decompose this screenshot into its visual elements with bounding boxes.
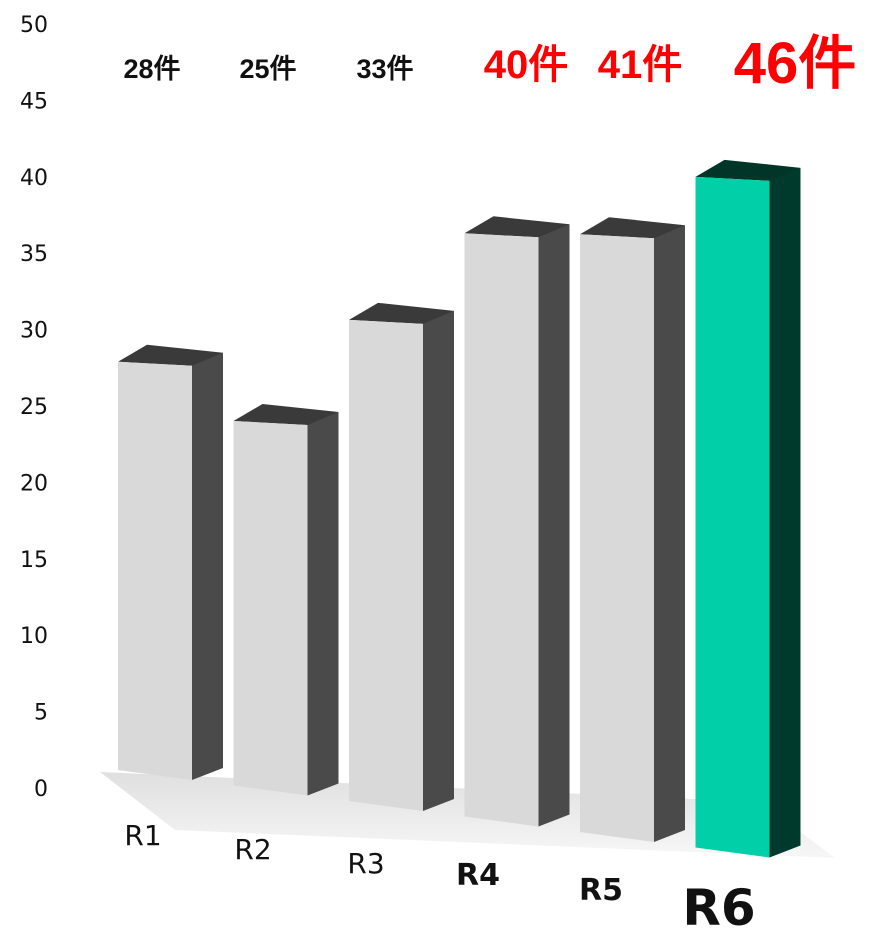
y-tick-label: 45 — [20, 89, 48, 114]
y-tick-label: 25 — [20, 395, 48, 420]
bar-top — [695, 159, 801, 181]
x-tick-label: R1 — [124, 819, 161, 852]
data-label: 41件 — [598, 43, 683, 87]
data-label: 25件 — [239, 54, 296, 84]
bar-front — [695, 176, 770, 858]
bar-front — [464, 233, 539, 827]
bar-side — [423, 310, 454, 811]
bars — [118, 159, 801, 858]
bar-R1 — [118, 344, 223, 780]
bar-side — [769, 167, 801, 858]
bar-top — [580, 217, 685, 239]
y-tick-label: 15 — [20, 548, 48, 573]
value-labels: 28件 25件 33件 40件 41件 46件 — [123, 31, 856, 96]
bar-front — [349, 319, 423, 811]
y-tick-label: 30 — [20, 319, 48, 344]
bar-side — [307, 412, 339, 796]
bar-side — [654, 225, 685, 843]
data-label: 46件 — [734, 31, 857, 96]
x-axis: R1 R2 R3 R4 R5 R6 — [124, 819, 755, 932]
y-axis: 0 5 10 15 20 25 30 35 40 45 50 — [20, 13, 48, 802]
x-tick-label: R4 — [456, 858, 500, 893]
bar-front — [233, 421, 308, 796]
y-tick-label: 10 — [20, 624, 48, 649]
bar-top — [464, 216, 570, 238]
y-tick-label: 40 — [20, 166, 48, 191]
data-label: 28件 — [123, 54, 180, 84]
bar-R5 — [580, 217, 685, 843]
bar-top — [118, 344, 223, 366]
x-tick-label: R3 — [347, 847, 384, 880]
y-tick-label: 5 — [34, 701, 48, 726]
bar-side — [538, 224, 570, 827]
x-tick-label: R6 — [682, 879, 755, 932]
bar-R3 — [349, 302, 454, 811]
y-tick-label: 35 — [20, 242, 48, 267]
bar-front — [118, 361, 192, 780]
bar-R4 — [464, 216, 570, 827]
bar-front — [580, 234, 654, 843]
y-tick-label: 20 — [20, 471, 48, 496]
x-tick-label: R5 — [579, 873, 623, 908]
bar-R6 — [695, 159, 801, 858]
bar-top — [349, 302, 454, 324]
y-tick-label: 0 — [34, 777, 48, 802]
bar-top — [233, 404, 339, 425]
bar-R2 — [233, 404, 339, 796]
data-label: 33件 — [356, 54, 413, 84]
x-tick-label: R2 — [234, 833, 271, 866]
data-label: 40件 — [484, 43, 569, 87]
y-tick-label: 50 — [20, 13, 48, 38]
bar-side — [192, 352, 223, 780]
